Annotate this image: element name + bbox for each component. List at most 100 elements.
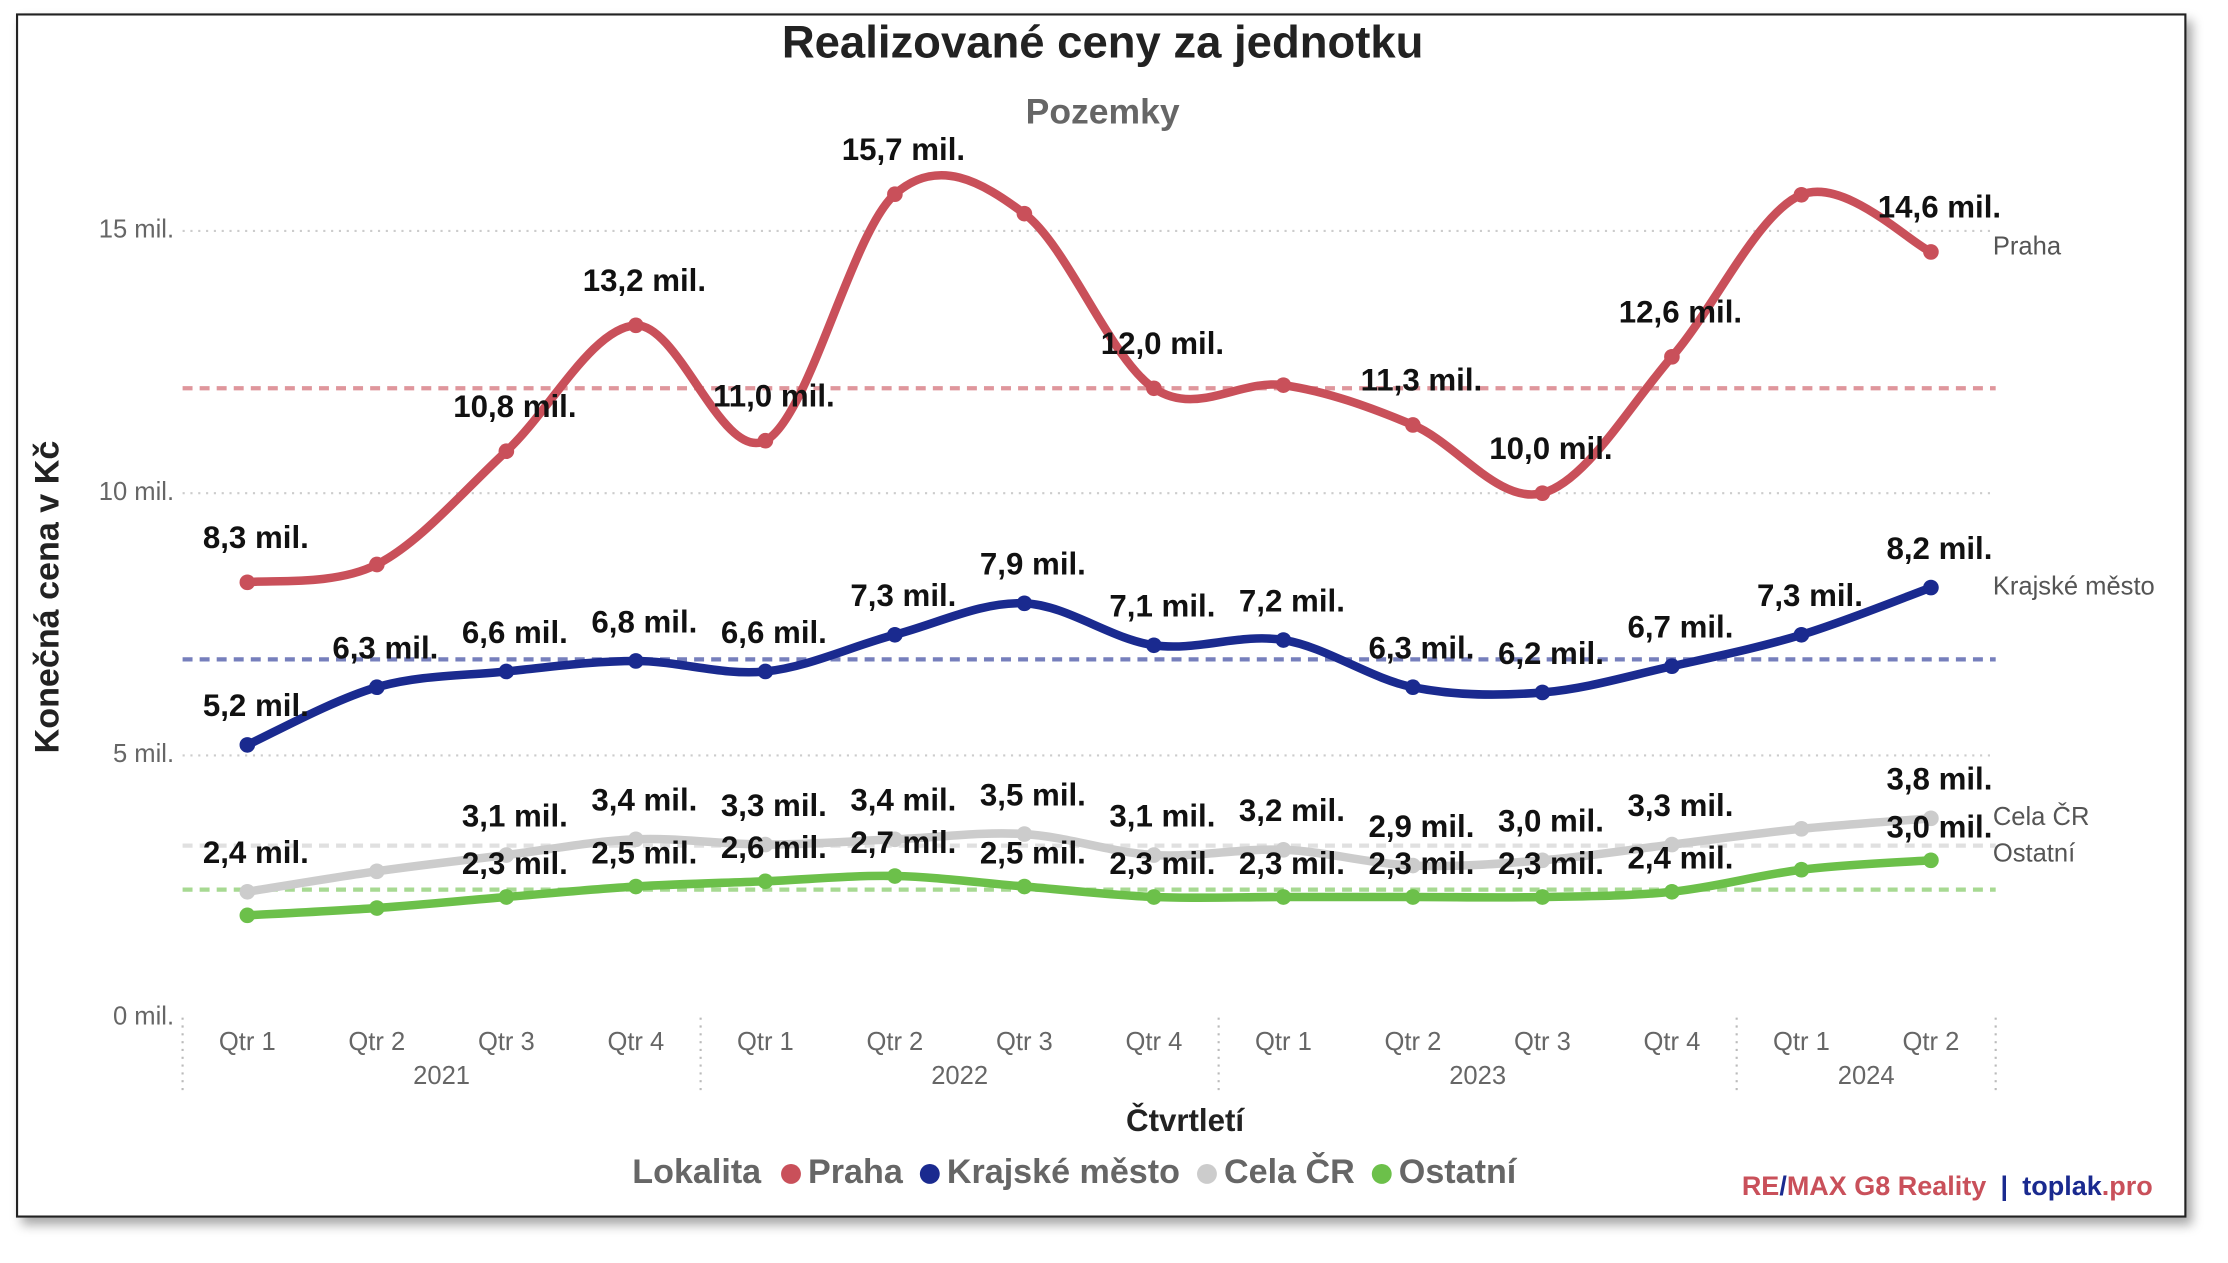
- x-tick-label: Qtr 4: [1643, 1028, 1700, 1056]
- point: [887, 831, 903, 848]
- data-label: 2,3 mil.: [1109, 846, 1215, 881]
- x-tick-label: Qtr 3: [478, 1028, 535, 1056]
- point: [1146, 380, 1162, 397]
- point: [628, 831, 644, 848]
- point: [1793, 626, 1810, 643]
- data-label: 6,6 mil.: [721, 615, 827, 650]
- data-label: 6,6 mil.: [462, 615, 568, 650]
- brand-part: /: [1779, 1171, 1787, 1201]
- data-label: 2,5 mil.: [591, 835, 697, 870]
- point: [239, 883, 256, 900]
- point: [1146, 847, 1162, 863]
- point: [1923, 244, 1939, 260]
- brand: RE/MAX G8 Reality | toplak.pro: [1742, 1171, 2153, 1201]
- point: [498, 443, 515, 460]
- point: [1534, 852, 1551, 869]
- point: [757, 836, 774, 853]
- point: [628, 317, 644, 334]
- data-label: 7,9 mil.: [980, 547, 1086, 582]
- frame: [15, 13, 2187, 1218]
- point: [757, 432, 774, 449]
- series-line: [243, 171, 1936, 587]
- point: [369, 679, 385, 696]
- series-line: [243, 856, 1936, 920]
- data-label: 2,4 mil.: [203, 835, 309, 870]
- series-end-label: Ostatní: [1993, 839, 2075, 867]
- point: [1016, 878, 1033, 895]
- data-label: 3,1 mil.: [462, 798, 568, 833]
- legend-label: Ostatní: [1399, 1153, 1518, 1191]
- data-label: 7,3 mil.: [1757, 578, 1863, 613]
- series-end-label: Praha: [1993, 232, 2062, 260]
- data-label: 10,0 mil.: [1489, 431, 1612, 466]
- x-tick-label: Qtr 1: [219, 1028, 276, 1056]
- point: [757, 663, 774, 680]
- x-tick-label: Qtr 2: [348, 1028, 405, 1056]
- x-group-label: 2024: [1838, 1062, 1895, 1090]
- series-line: [243, 814, 1936, 897]
- point: [498, 663, 515, 680]
- x-tick-label: Qtr 3: [996, 1028, 1053, 1056]
- x-group-label: 2022: [931, 1062, 988, 1090]
- data-label: 3,3 mil.: [1627, 788, 1733, 823]
- legend-title: Lokalita: [632, 1153, 762, 1191]
- data-label: 3,0 mil.: [1886, 809, 1992, 844]
- point: [887, 186, 903, 203]
- point: [1923, 852, 1939, 869]
- point: [1793, 821, 1810, 837]
- x-tick-label: Qtr 2: [1384, 1028, 1441, 1056]
- series-end-label: Cela ČR: [1993, 802, 2090, 831]
- data-label: 2,3 mil.: [462, 846, 568, 881]
- data-label: 3,3 mil.: [721, 788, 827, 823]
- point: [1405, 857, 1421, 874]
- brand-part: .pro: [2102, 1171, 2153, 1201]
- data-label: 5,2 mil.: [203, 688, 309, 723]
- data-label: 6,3 mil.: [1368, 631, 1474, 666]
- point: [1664, 883, 1680, 900]
- point: [1275, 632, 1292, 648]
- data-label: 3,1 mil.: [1109, 798, 1215, 833]
- point: [1793, 861, 1810, 878]
- point: [1664, 349, 1680, 365]
- x-tick-label: Qtr 2: [866, 1028, 923, 1056]
- point: [1016, 826, 1033, 842]
- data-label: 2,3 mil.: [1239, 846, 1345, 881]
- data-label: 3,4 mil.: [591, 783, 697, 818]
- y-tick-label: 15 mil.: [99, 216, 174, 244]
- legend-swatch: [1371, 1163, 1392, 1184]
- point: [1405, 679, 1421, 696]
- point: [369, 863, 385, 880]
- data-label: 2,9 mil.: [1368, 809, 1474, 844]
- chart-subtitle: Pozemky: [1026, 91, 1180, 131]
- point: [1146, 637, 1162, 654]
- point: [1923, 810, 1939, 827]
- point: [628, 878, 644, 895]
- data-label: 11,0 mil.: [713, 378, 835, 413]
- data-label: 10,8 mil.: [453, 389, 576, 424]
- data-label: 6,7 mil.: [1627, 610, 1733, 645]
- point: [498, 847, 515, 863]
- point: [1275, 889, 1292, 905]
- point: [498, 889, 515, 905]
- point: [239, 737, 256, 753]
- data-label: 12,0 mil.: [1101, 326, 1224, 361]
- point: [239, 907, 256, 924]
- y-tick-label: 0 mil.: [113, 1002, 174, 1030]
- series-end-label: Krajské město: [1993, 572, 2155, 600]
- data-label: 3,5 mil.: [980, 777, 1086, 812]
- brand-part: MAX G8 Reality: [1787, 1171, 1986, 1201]
- x-tick-label: Qtr 1: [1773, 1028, 1830, 1056]
- point: [1923, 579, 1939, 596]
- y-tick-label: 5 mil.: [113, 740, 174, 768]
- x-tick-label: Qtr 3: [1514, 1028, 1571, 1056]
- data-label: 14,6 mil.: [1878, 190, 2001, 225]
- chart-title: Realizované ceny za jednotku: [782, 17, 1424, 68]
- legend-label: Praha: [808, 1153, 904, 1191]
- data-label: 2,6 mil.: [721, 830, 827, 865]
- legend-swatch: [781, 1163, 801, 1184]
- point: [1275, 377, 1292, 393]
- point: [1534, 889, 1551, 905]
- point: [1793, 186, 1810, 203]
- x-tick-label: Qtr 1: [737, 1028, 794, 1056]
